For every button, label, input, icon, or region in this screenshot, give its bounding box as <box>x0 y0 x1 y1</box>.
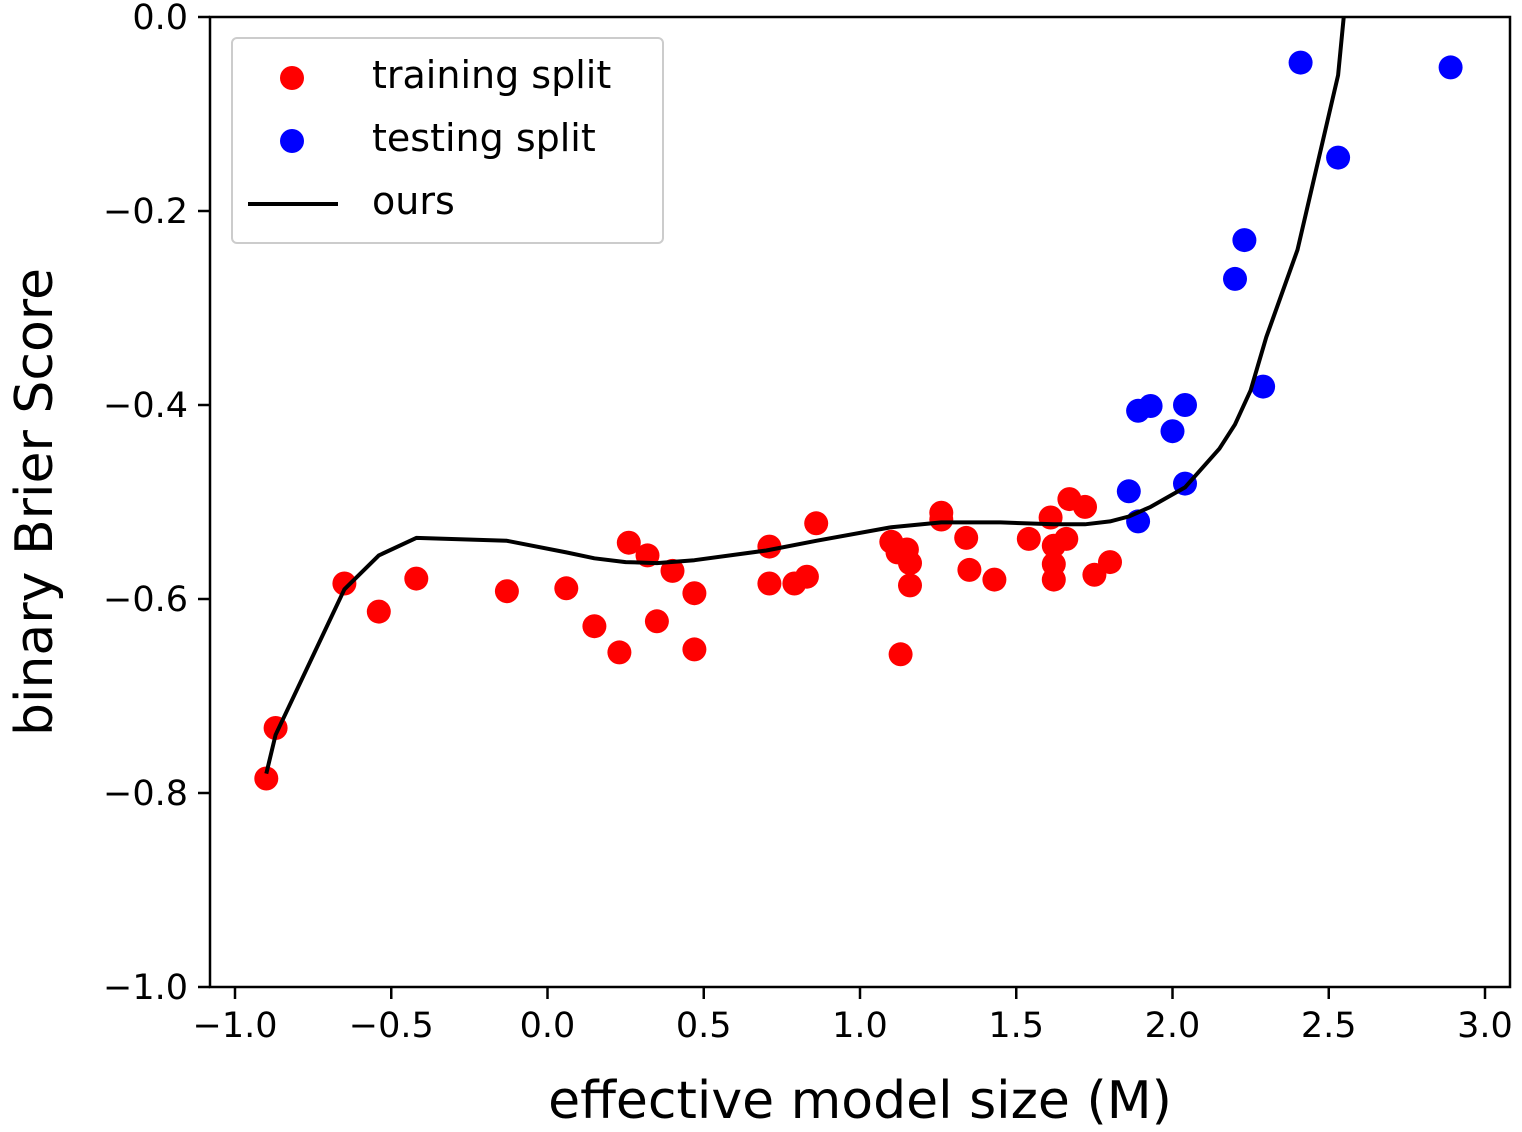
training-split-point-19 <box>804 511 829 536</box>
training-split-point-27 <box>929 507 954 532</box>
training-split-point-22 <box>888 642 913 667</box>
training-split-point-35 <box>1041 567 1066 592</box>
training-split-point-30 <box>982 567 1007 592</box>
axes: −1.0 −0.5 0.0 0.5 1.0 1.5 2.0 2.5 3.0 0.0 −0.2 −0.4… <box>103 0 1513 1046</box>
training-split-point-31 <box>1016 526 1041 551</box>
testing-split-point-3 <box>1138 394 1163 418</box>
training-split-point-13 <box>682 581 707 606</box>
x-tick-label-7: 2.5 <box>1301 1006 1357 1046</box>
plot-marks <box>254 17 1463 791</box>
training-split-point-29 <box>957 557 982 582</box>
training-split-point-24 <box>898 551 922 576</box>
training-split-point-11 <box>644 609 669 634</box>
x-tick-label-1: −0.5 <box>349 1006 434 1046</box>
x-axis-label: effective model size (M) <box>548 1071 1172 1131</box>
training-split-point-3 <box>366 599 391 624</box>
legend-ours-label: ours <box>372 179 455 223</box>
training-split-point-5 <box>494 579 519 604</box>
training-split-point-28 <box>954 525 979 550</box>
training-split-point-4 <box>404 566 429 591</box>
legend-training-label: training split <box>372 53 611 97</box>
testing-split-point-10 <box>1288 50 1313 75</box>
testing-split-point-0 <box>1116 479 1141 504</box>
training-split-point-16 <box>757 571 782 596</box>
training-split-point-40 <box>1098 550 1122 575</box>
training-split-point-18 <box>794 564 819 589</box>
training-split-point-0 <box>254 766 279 791</box>
training-split-point-36 <box>1054 526 1079 551</box>
training-split-point-8 <box>607 640 632 665</box>
training-split-point-7 <box>582 614 607 639</box>
legend-training-marker <box>280 66 304 90</box>
legend-testing-marker <box>280 129 304 153</box>
y-tick-label-3: −0.6 <box>103 580 188 620</box>
testing-split-point-7 <box>1223 266 1247 291</box>
y-tick-label-2: −0.4 <box>103 386 188 426</box>
legend: training split testing split ours <box>231 37 664 244</box>
legend-box <box>231 37 664 244</box>
x-tick-label-6: 2.0 <box>1145 1006 1201 1046</box>
y-tick-label-1: −0.2 <box>103 192 188 232</box>
testing-split-point-11 <box>1326 145 1351 170</box>
x-tick-label-8: 3.0 <box>1457 1006 1513 1046</box>
training-split-point-25 <box>898 573 922 598</box>
y-tick-label-4: −0.8 <box>103 774 188 814</box>
legend-testing-label: testing split <box>372 116 596 160</box>
x-tick-label-5: 1.5 <box>988 1006 1044 1046</box>
x-tick-label-3: 0.5 <box>676 1006 732 1046</box>
testing-split-point-4 <box>1160 419 1185 444</box>
testing-split-point-8 <box>1232 228 1257 253</box>
x-tick-label-0: −1.0 <box>193 1006 278 1046</box>
testing-split-point-12 <box>1438 55 1463 80</box>
testing-split-point-5 <box>1173 393 1197 417</box>
x-tick-label-4: 1.0 <box>832 1006 888 1046</box>
y-tick-label-5: −1.0 <box>103 968 188 1008</box>
training-split-point-38 <box>1073 494 1097 519</box>
training-split-point-14 <box>682 637 707 662</box>
training-split-point-6 <box>554 576 579 601</box>
x-tick-label-2: 0.0 <box>520 1006 576 1046</box>
y-tick-label-0: 0.0 <box>132 0 188 38</box>
testing-split-point-9 <box>1251 374 1276 399</box>
training-split-point-9 <box>616 530 641 555</box>
y-axis-label: binary Brier Score <box>5 268 65 736</box>
training-split-point-2 <box>332 571 357 596</box>
training-split-point-12 <box>660 558 685 583</box>
ours-line <box>264 17 1346 775</box>
